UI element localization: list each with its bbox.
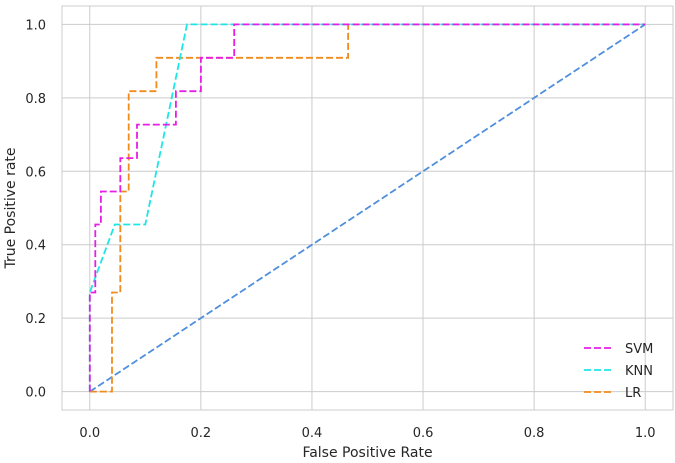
series-lines xyxy=(88,23,646,393)
x-tick-label: 0.4 xyxy=(302,426,323,441)
x-tick-label: 1.0 xyxy=(635,426,656,441)
svm-roc-line xyxy=(88,23,646,392)
y-tick-label: 0.0 xyxy=(25,386,46,401)
y-tick-label: 1.0 xyxy=(25,18,46,33)
y-axis-label: True Positive rate xyxy=(3,147,19,269)
x-tick-labels: 0.0 0.2 0.4 0.6 0.8 1.0 xyxy=(79,426,655,441)
y-tick-label: 0.4 xyxy=(25,239,46,254)
y-tick-label: 0.8 xyxy=(25,92,46,107)
y-tick-label: 0.6 xyxy=(25,165,46,180)
lr-roc-line xyxy=(89,23,646,393)
y-tick-labels: 0.0 0.2 0.4 0.6 0.8 1.0 xyxy=(25,18,46,400)
plot-frame xyxy=(61,5,674,411)
diagonal-reference-line xyxy=(89,23,646,393)
grid xyxy=(62,6,673,410)
x-tick-label: 0.0 xyxy=(79,426,100,441)
legend-label-lr: LR xyxy=(625,386,641,401)
x-axis-label: False Positive Rate xyxy=(302,445,432,461)
legend-label-knn: KNN xyxy=(625,364,653,379)
legend: SVM KNN LR xyxy=(584,342,653,401)
y-tick-label: 0.2 xyxy=(25,312,46,327)
x-tick-label: 0.6 xyxy=(413,426,434,441)
x-tick-label: 0.2 xyxy=(191,426,212,441)
x-tick-label: 0.8 xyxy=(524,426,545,441)
legend-label-svm: SVM xyxy=(625,342,653,357)
